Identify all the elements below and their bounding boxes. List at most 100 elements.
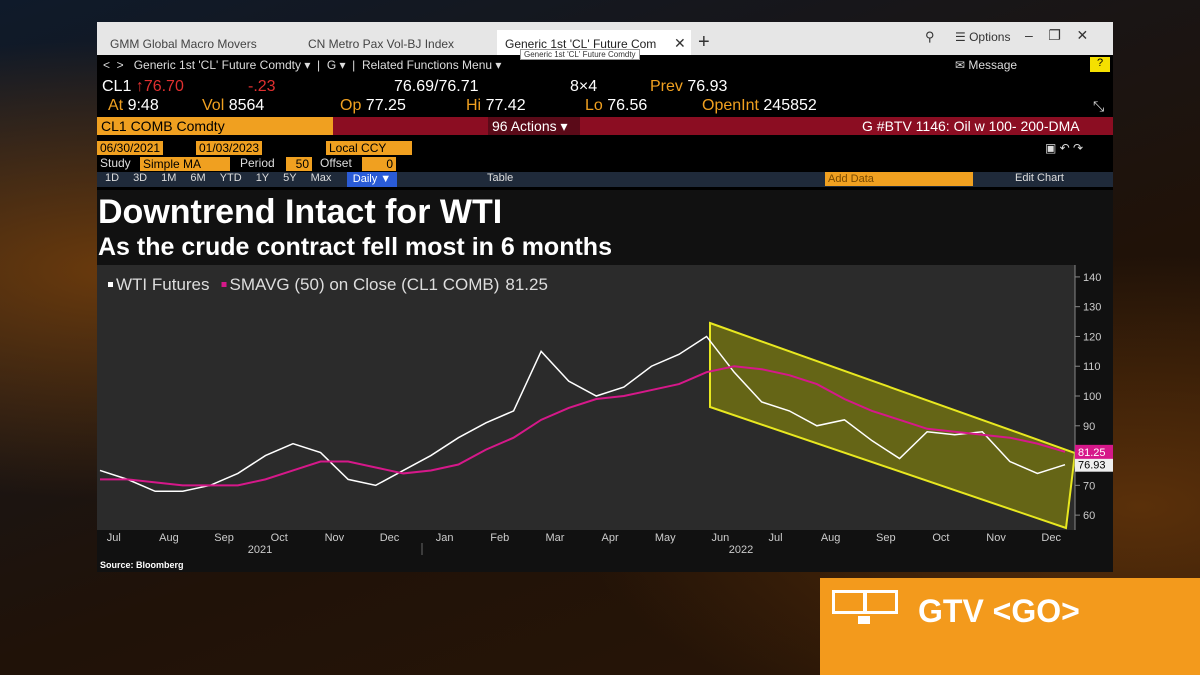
- nav-buttons[interactable]: ▣ ↶ ↷: [1045, 141, 1084, 155]
- range-buttons: 1D 3D 1M 6M YTD 1Y 5Y Max: [105, 172, 331, 184]
- x-tick-label: Oct: [271, 532, 288, 544]
- quote-row: CL1 ↑76.70: [102, 78, 184, 96]
- options-label: Options: [969, 30, 1011, 44]
- y-tick-label: 60: [1083, 510, 1095, 522]
- y-tick-label: 90: [1083, 421, 1095, 433]
- x-tick-label: Nov: [986, 532, 1006, 544]
- x-tick-label: Dec: [380, 532, 400, 544]
- range-button[interactable]: 3D: [133, 172, 148, 184]
- tab-close[interactable]: ✕: [674, 35, 686, 51]
- prev-label: Prev: [650, 78, 683, 95]
- currency[interactable]: Local CCY: [326, 141, 412, 155]
- expand-icon[interactable]: ⤡: [1093, 98, 1105, 114]
- vol-label: Vol: [202, 97, 225, 114]
- last-value-tag: [1075, 457, 1113, 472]
- range-button[interactable]: 1M: [161, 172, 177, 184]
- y-tick-label: 130: [1083, 302, 1101, 314]
- y-tick-label: 70: [1083, 480, 1095, 492]
- gtv-text: GTV <GO>: [918, 593, 1080, 629]
- new-tab[interactable]: +: [698, 31, 710, 53]
- end-date[interactable]: 01/03/2023: [196, 141, 263, 155]
- chart-subtitle: As the crude contract fell most in 6 mon…: [98, 233, 612, 261]
- x-tick-label: Aug: [821, 532, 841, 544]
- x-tick-label: Sep: [214, 532, 234, 544]
- y-tick-label: 100: [1083, 391, 1101, 403]
- table-button[interactable]: Table: [487, 172, 514, 184]
- legend-swatch: [108, 282, 113, 287]
- x-tick-label: Dec: [1041, 532, 1061, 544]
- range-button[interactable]: Max: [310, 172, 332, 184]
- x-tick-label: May: [655, 532, 676, 544]
- range-button[interactable]: 1Y: [255, 172, 270, 184]
- chart-name: G #BTV 1146: Oil w 100- 200-DMA: [862, 118, 1080, 134]
- range-button[interactable]: 5Y: [283, 172, 297, 184]
- frequency[interactable]: Daily ▼: [347, 172, 397, 187]
- bid-ask: 76.69/76.71: [394, 78, 479, 95]
- change: -.23: [248, 78, 276, 95]
- period[interactable]: 50: [286, 157, 312, 171]
- command-bar: [97, 117, 1113, 135]
- window-buttons[interactable]: – ❐ ✕: [1025, 27, 1089, 43]
- add-data[interactable]: Add Data: [825, 172, 973, 186]
- year-label: 2021: [248, 544, 272, 556]
- op: 77.25: [365, 97, 406, 114]
- x-tick-label: Jul: [768, 532, 782, 544]
- size: 8×4: [570, 78, 598, 95]
- x-tick-label: Apr: [602, 532, 619, 544]
- security-menu[interactable]: Generic 1st 'CL' Future Comdty: [133, 58, 301, 72]
- options-button[interactable]: ☰ Options: [955, 30, 1011, 44]
- x-tick-label: Jan: [436, 532, 454, 544]
- g-menu[interactable]: G: [326, 58, 337, 72]
- legend-label: SMAVG (50) on Close (CL1 COMB): [230, 275, 500, 294]
- range-button[interactable]: 1D: [105, 172, 120, 184]
- study-label: Study: [100, 156, 131, 170]
- time: 9:48: [127, 97, 159, 114]
- message-button[interactable]: ✉ Message: [955, 58, 1018, 72]
- gtv-banner[interactable]: [820, 578, 1200, 675]
- year-label: 2022: [729, 544, 753, 556]
- related-menu[interactable]: Related Functions Menu: [361, 58, 493, 72]
- y-tick-label: 110: [1083, 361, 1101, 373]
- source: Source: Bloomberg: [100, 560, 184, 570]
- plot-area: [97, 265, 1075, 530]
- oi-label: OpenInt: [702, 97, 759, 114]
- x-tick-label: Oct: [932, 532, 949, 544]
- series-line: [100, 365, 1066, 487]
- gtv-icon: [832, 590, 898, 630]
- range-button[interactable]: 6M: [190, 172, 206, 184]
- tab[interactable]: CN Metro Pax Vol-BJ Index: [308, 37, 455, 51]
- start-date[interactable]: 06/30/2021: [97, 141, 164, 155]
- x-tick-label: Nov: [325, 532, 345, 544]
- command-input[interactable]: CL1 COMB Comdty: [97, 117, 333, 135]
- tab[interactable]: Generic 1st 'CL' Future Com: [505, 37, 657, 51]
- x-tick-label: Jul: [107, 532, 121, 544]
- downtrend-channel: [709, 321, 1077, 530]
- x-tick-label: Aug: [159, 532, 179, 544]
- oi: 245852: [763, 97, 817, 114]
- tooltip: Generic 1st 'CL' Future Comdty: [520, 49, 640, 60]
- ticker: CL1: [102, 78, 132, 95]
- x-tick-label: Jun: [711, 532, 729, 544]
- legend-swatch: [221, 282, 227, 287]
- user-icon[interactable]: ⚲: [925, 29, 935, 44]
- help-button[interactable]: ?: [1090, 57, 1110, 72]
- x-tick-label: Feb: [490, 532, 509, 544]
- tab[interactable]: GMM Global Macro Movers: [110, 37, 257, 51]
- offset[interactable]: 0: [362, 157, 396, 171]
- op-label: Op: [340, 97, 362, 114]
- hi-label: Hi: [466, 97, 482, 114]
- offset-label: Offset: [320, 156, 352, 170]
- chart-title: Downtrend Intact for WTI: [98, 193, 502, 231]
- y-tick-label: 120: [1083, 331, 1101, 343]
- last-price: ↑76.70: [135, 78, 184, 95]
- edit-chart[interactable]: Edit Chart: [1015, 172, 1064, 184]
- toolbar: < > Generic 1st 'CL' Future Comdty ▾ | G…: [103, 58, 502, 72]
- hi: 77.42: [485, 97, 526, 114]
- range-button[interactable]: YTD: [219, 172, 242, 184]
- actions-button[interactable]: 96 Actions ▾: [488, 117, 580, 135]
- study[interactable]: Simple MA: [140, 157, 230, 171]
- period-label: Period: [240, 156, 275, 170]
- prev: 76.93: [687, 78, 728, 95]
